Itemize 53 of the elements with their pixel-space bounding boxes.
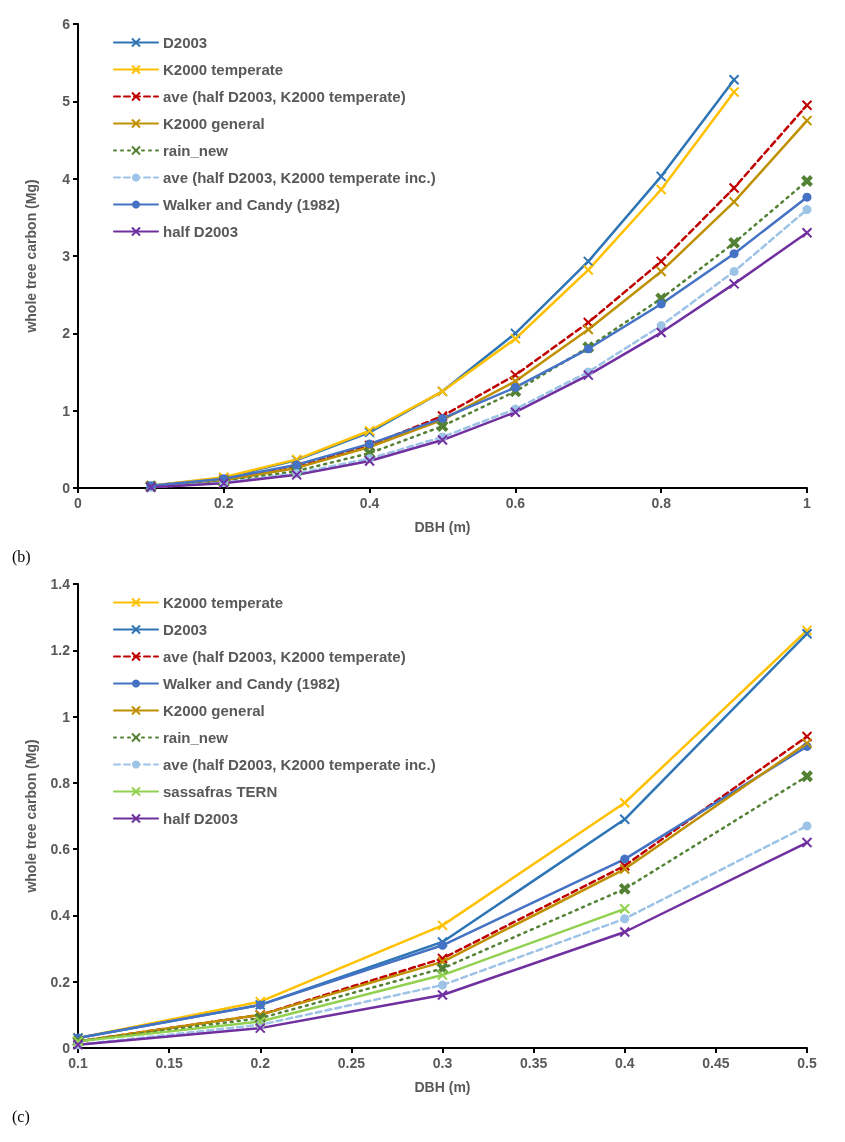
x-tick-label: 0.1	[68, 1055, 88, 1071]
y-tick-label: 0.2	[50, 973, 71, 990]
x-tick-label: 0.4	[359, 495, 380, 511]
y-tick-label: 1	[62, 708, 71, 725]
legend-label: rain_new	[163, 729, 229, 746]
x-tick-label: 0.4	[615, 1055, 635, 1071]
y-tick-label: 5	[62, 93, 71, 110]
y-tick-label: 0.4	[50, 907, 71, 924]
y-axis-title: whole tree carbon (Mg)	[23, 739, 39, 894]
legend-label: K2000 temperate	[163, 61, 284, 78]
y-tick-label: 0	[62, 1040, 71, 1056]
x-axis-title: DBH (m)	[414, 519, 471, 535]
x-tick-label: 0.25	[337, 1055, 366, 1071]
x-axis-title: DBH (m)	[414, 1079, 471, 1095]
legend-label: K2000 general	[163, 115, 265, 132]
text: (b)	[12, 547, 31, 566]
legend-label: K2000 temperate	[163, 594, 284, 611]
legend-label: ave (half D2003, K2000 temperate)	[163, 88, 406, 105]
y-tick-label: 3	[62, 248, 71, 264]
legend-label: sassafras TERN	[163, 783, 278, 800]
x-tick-label: 0.45	[702, 1055, 730, 1071]
legend-label: D2003	[163, 34, 208, 51]
x-tick-label: 0	[74, 495, 83, 511]
y-tick-label: 6	[62, 16, 71, 32]
y-tick-label: 0.8	[50, 774, 71, 791]
legend-label: half D2003	[163, 810, 239, 827]
y-tick-label: 4	[62, 170, 71, 187]
y-tick-label: 1.2	[50, 642, 71, 659]
legend-label: rain_new	[163, 142, 229, 159]
x-tick-label: 0.15	[155, 1055, 183, 1071]
y-tick-label: 0	[62, 480, 71, 496]
y-tick-label: 1.4	[50, 576, 71, 592]
x-tick-label: 1	[803, 495, 812, 511]
legend-label: ave (half D2003, K2000 temperate inc.)	[163, 756, 436, 773]
x-tick-label: 0.5	[797, 1055, 817, 1071]
text: (c)	[12, 1107, 30, 1126]
x-tick-label: 0.3	[432, 1055, 453, 1071]
legend-label: Walker and Candy (1982)	[163, 675, 341, 692]
legend-label: Walker and Candy (1982)	[163, 196, 341, 213]
y-tick-label: 1	[62, 402, 71, 419]
x-tick-label: 0.6	[505, 495, 526, 511]
legend-label: D2003	[163, 621, 208, 638]
legend-label: ave (half D2003, K2000 temperate inc.)	[163, 169, 436, 186]
legend-label: ave (half D2003, K2000 temperate)	[163, 648, 406, 665]
y-tick-label: 2	[62, 325, 71, 342]
y-axis-title: whole tree carbon (Mg)	[23, 179, 39, 334]
x-tick-label: 0.2	[250, 1055, 271, 1071]
x-tick-label: 0.35	[520, 1055, 548, 1071]
legend-label: K2000 general	[163, 702, 265, 719]
x-tick-label: 0.8	[651, 495, 672, 511]
legend-label: half D2003	[163, 223, 239, 240]
x-tick-label: 0.2	[214, 495, 234, 511]
y-tick-label: 0.6	[50, 841, 71, 858]
